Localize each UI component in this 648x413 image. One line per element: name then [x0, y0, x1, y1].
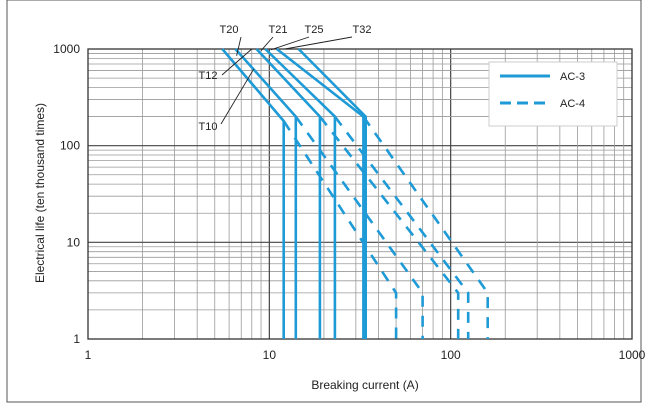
tick-labels: 1 10 100 1000 1 10 100 1000: [53, 42, 645, 362]
series-line-t25-ac4: [362, 115, 490, 339]
series-label-t32: T32: [353, 24, 372, 36]
legend-label-ac3: AC-3: [560, 71, 585, 83]
series-leader-t10: [220, 68, 255, 125]
series-group: [221, 47, 490, 339]
grid: [87, 48, 633, 340]
y-tick-label: 1000: [53, 42, 80, 56]
x-tick-label: 10: [263, 348, 277, 362]
x-tick-label: 1: [85, 348, 92, 362]
legend: AC-3 AC-4: [488, 61, 618, 127]
plot-frame: [87, 48, 633, 340]
y-axis-label: Electrical life (ten thousand times): [33, 103, 47, 283]
legend-box: [488, 61, 618, 127]
series-labels: T10 T12 T20 T21 T25 T32: [199, 24, 372, 133]
series-label-t25: T25: [305, 24, 324, 36]
series-label-t12: T12: [199, 70, 218, 82]
series-label-t21: T21: [269, 24, 288, 36]
series-leader-t21: [260, 36, 274, 52]
legend-label-ac4: AC-4: [560, 98, 585, 110]
y-tick-label: 100: [60, 139, 80, 153]
series-line-t20-ac4: [318, 115, 460, 339]
series-leader-t25: [270, 36, 310, 51]
series-label-t10: T10: [199, 121, 218, 133]
y-tick-label: 10: [67, 235, 81, 249]
series-leader-t12: [221, 48, 253, 76]
series-leader-t20: [236, 36, 242, 56]
series-line-t32-ac3: [297, 48, 368, 339]
series-line-t12-ac4: [294, 115, 424, 339]
y-tick-label: 1: [73, 332, 80, 346]
x-tick-label: 1000: [619, 348, 646, 362]
series-line-t21-ac4: [333, 115, 470, 339]
series-leader-t32: [284, 36, 353, 50]
figure-border: [6, 0, 642, 403]
series-label-t20: T20: [220, 24, 239, 36]
x-tick-label: 100: [441, 348, 461, 362]
x-axis-label: Breaking current (A): [311, 378, 418, 392]
